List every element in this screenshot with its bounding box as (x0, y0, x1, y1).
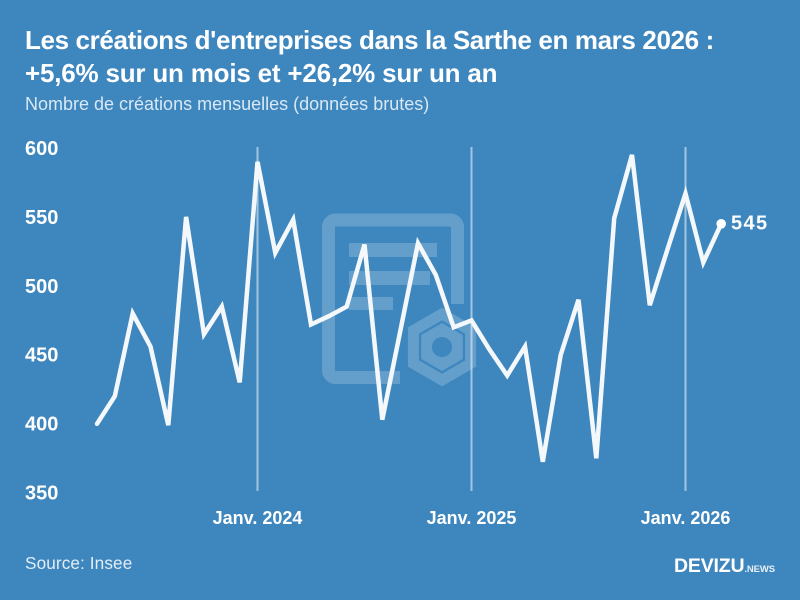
svg-text:400: 400 (25, 414, 58, 436)
svg-text:Janv. 2024: Janv. 2024 (213, 508, 303, 528)
svg-text:550: 550 (25, 207, 58, 229)
svg-text:545: 545 (731, 213, 769, 235)
svg-text:Janv. 2025: Janv. 2025 (427, 508, 517, 528)
svg-text:450: 450 (25, 345, 58, 367)
svg-text:Janv. 2026: Janv. 2026 (641, 508, 731, 528)
svg-text:500: 500 (25, 276, 58, 298)
svg-text:600: 600 (25, 138, 58, 160)
svg-text:350: 350 (25, 483, 58, 505)
